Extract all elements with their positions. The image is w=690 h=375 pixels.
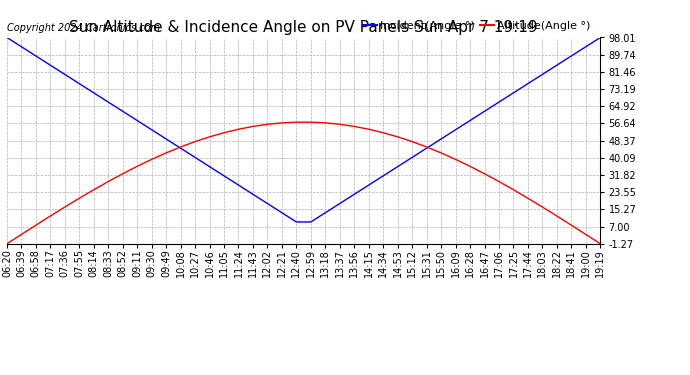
Legend: Incident(Angle °), Altitude(Angle °): Incident(Angle °), Altitude(Angle °): [359, 16, 595, 35]
Title: Sun Altitude & Incidence Angle on PV Panels Sun Apr 7 19:19: Sun Altitude & Incidence Angle on PV Pan…: [69, 20, 538, 35]
Text: Copyright 2024 Cartronics.com: Copyright 2024 Cartronics.com: [7, 23, 160, 33]
